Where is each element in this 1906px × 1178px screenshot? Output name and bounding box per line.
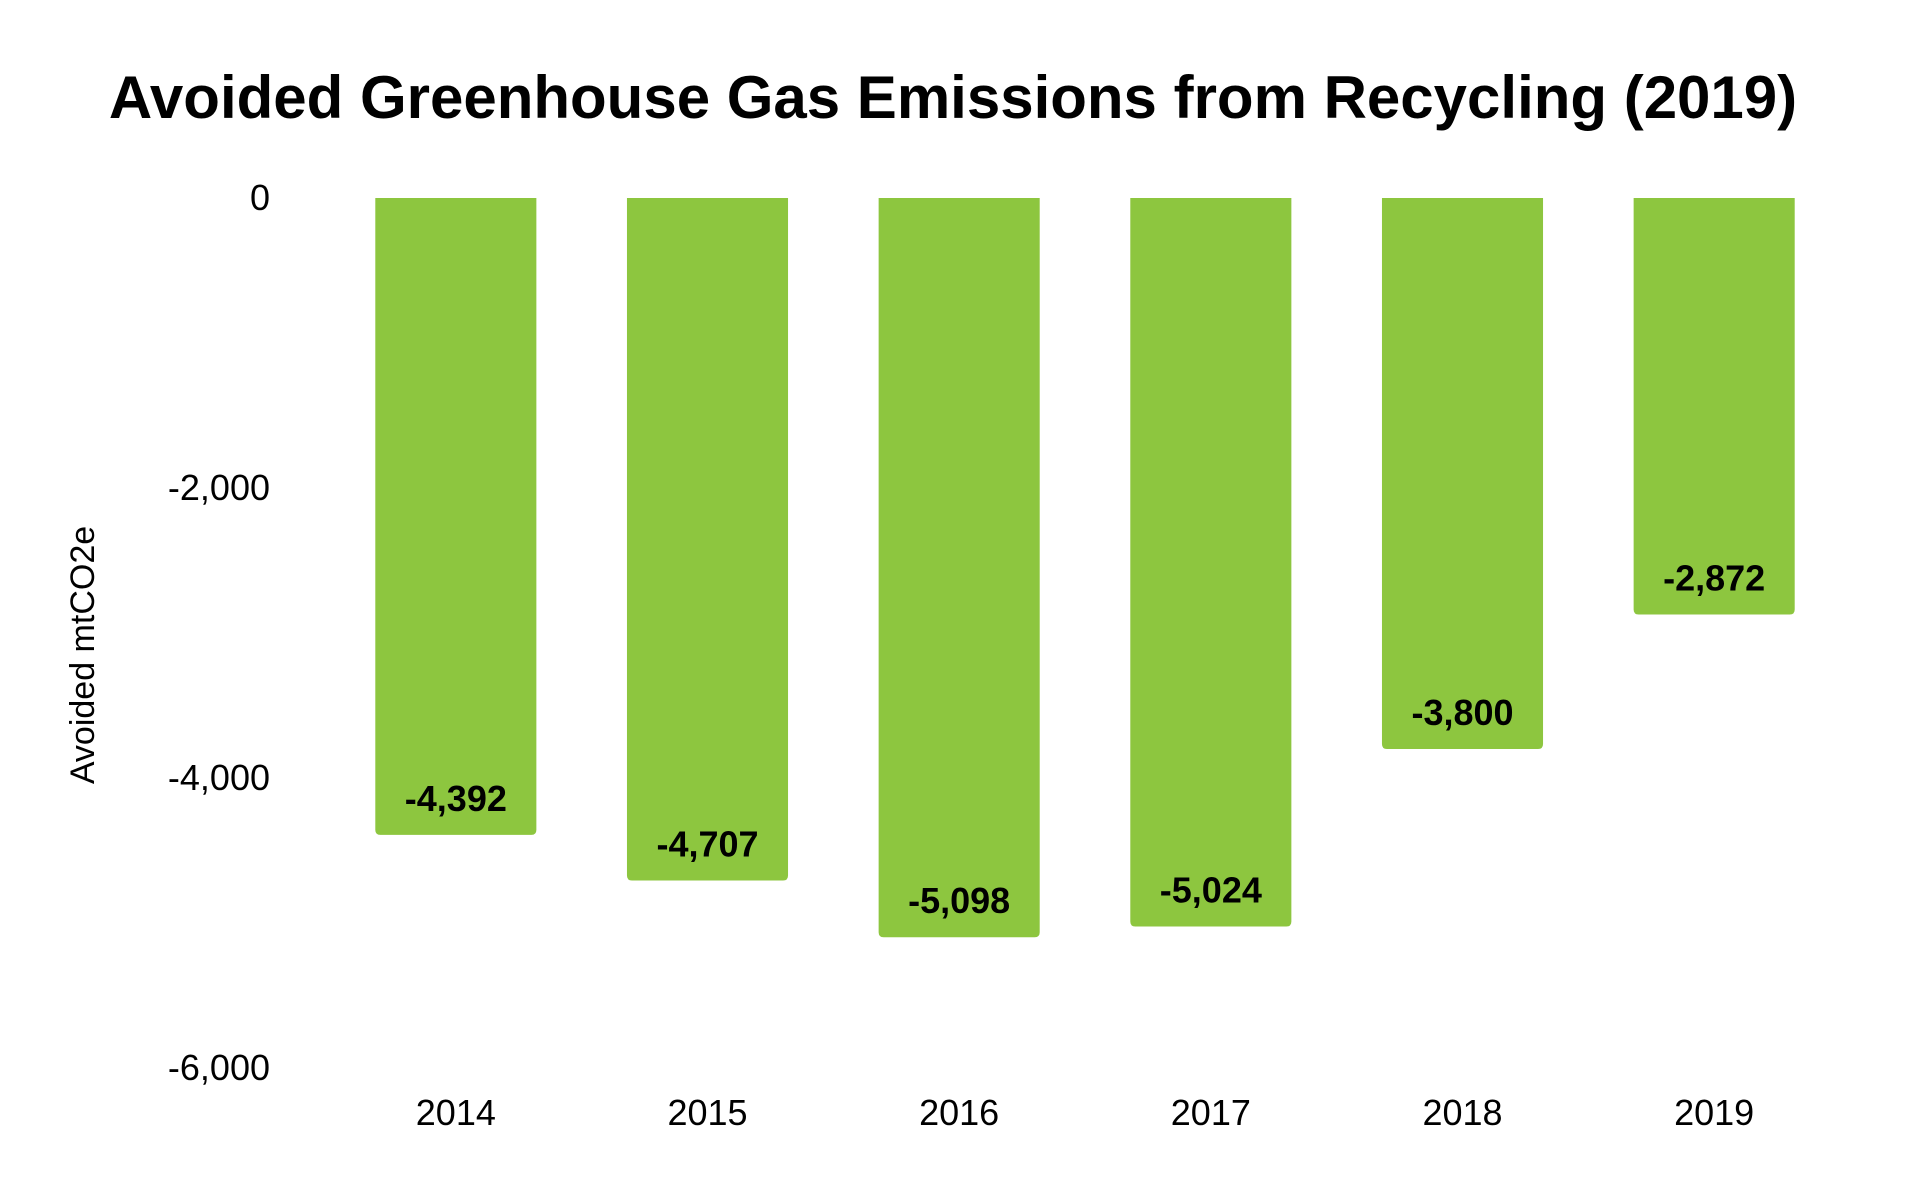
bar-2018 bbox=[1381, 198, 1544, 749]
data-label: -4,392 bbox=[405, 778, 507, 819]
x-tick-label: 2014 bbox=[416, 1092, 496, 1133]
data-label: -2,872 bbox=[1663, 557, 1765, 598]
bar-2014 bbox=[375, 198, 537, 835]
x-tick-label: 2018 bbox=[1422, 1092, 1502, 1133]
data-labels: -4,392 -4,707 -5,098 -5,024 -3,800 -2,872 bbox=[405, 557, 1765, 921]
bar-2016 bbox=[878, 198, 1040, 938]
data-label: -4,707 bbox=[656, 824, 758, 865]
bar-2017 bbox=[1130, 198, 1292, 927]
y-tick-label: 0 bbox=[250, 177, 270, 218]
x-tick-label: 2015 bbox=[667, 1092, 747, 1133]
data-label: -5,024 bbox=[1160, 869, 1262, 910]
y-tick-label: -2,000 bbox=[168, 467, 270, 508]
x-tick-label: 2016 bbox=[919, 1092, 999, 1133]
chart-title: Avoided Greenhouse Gas Emissions from Re… bbox=[109, 64, 1797, 131]
bar-2015 bbox=[626, 198, 789, 881]
y-axis: 0 -2,000 -4,000 -6,000 bbox=[168, 177, 270, 1088]
data-label: -5,098 bbox=[908, 880, 1010, 921]
bar-2019 bbox=[1633, 198, 1795, 615]
y-tick-label: -4,000 bbox=[168, 757, 270, 798]
x-axis: 2014 2015 2016 2017 2018 2019 bbox=[416, 1092, 1754, 1133]
x-tick-label: 2019 bbox=[1674, 1092, 1754, 1133]
bar-series bbox=[375, 198, 1795, 938]
y-axis-title: Avoided mtCO2e bbox=[64, 526, 102, 784]
x-tick-label: 2017 bbox=[1171, 1092, 1251, 1133]
y-tick-label: -6,000 bbox=[168, 1047, 270, 1088]
data-label: -3,800 bbox=[1411, 692, 1513, 733]
